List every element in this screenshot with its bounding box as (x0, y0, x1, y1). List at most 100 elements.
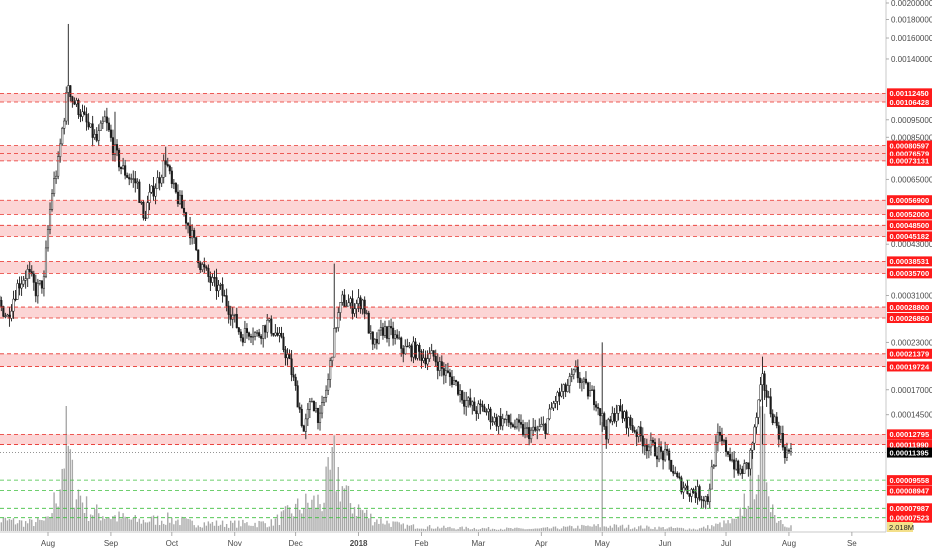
candle-body (639, 426, 642, 437)
price-tick-label: 0.00017000 (891, 386, 932, 395)
volume-bar (700, 527, 703, 531)
candle-body (329, 360, 332, 380)
support-label: 0.00009558 (890, 476, 930, 485)
candle-body (209, 276, 212, 283)
volume-bar (518, 528, 520, 531)
volume-bar (508, 527, 510, 531)
candle-body (314, 407, 318, 412)
volume-bar (731, 518, 733, 531)
volume-bar (209, 523, 212, 531)
resistance-label: 0.00076579 (890, 149, 930, 158)
volume-bar (335, 491, 337, 531)
volume-bar (199, 526, 201, 531)
volume-bar (246, 522, 248, 531)
candle-body (584, 378, 588, 384)
candle-body (300, 408, 303, 427)
volume-bar (759, 406, 762, 531)
candle-body (140, 201, 143, 204)
candle-body (302, 425, 305, 432)
candle-body (310, 401, 313, 403)
volume-bar (189, 519, 191, 531)
volume-bar (75, 499, 78, 531)
resistance-label-badge (887, 348, 932, 359)
candle-body (193, 230, 196, 238)
volume-bar (12, 518, 15, 531)
candle-body (217, 285, 220, 292)
candle-body (4, 315, 7, 318)
resistance-band (0, 145, 886, 154)
volume-bar (396, 521, 398, 531)
volume-bar (136, 521, 139, 531)
volume-bar (276, 514, 279, 531)
candle-body (617, 405, 620, 414)
volume-bar (402, 523, 404, 531)
volume-bar (709, 528, 711, 531)
volume-bar (522, 528, 524, 531)
candle-body (570, 374, 573, 377)
volume-bar (355, 516, 358, 531)
candle-body (312, 401, 315, 412)
candle-body (528, 427, 531, 440)
candle-body (404, 345, 407, 355)
volume-bar (416, 528, 419, 531)
volume-bar (152, 515, 155, 531)
volume-bar (424, 529, 427, 531)
resistance-label-badge (887, 256, 932, 267)
candle-body (184, 212, 188, 224)
volume-bar (104, 518, 106, 531)
volume-bar (242, 519, 244, 531)
candle-body (130, 178, 133, 180)
candle-body (501, 418, 504, 427)
volume-bar (138, 518, 141, 531)
candle-body (524, 427, 527, 435)
resistance-label-badge (887, 88, 932, 99)
candle-body (170, 170, 173, 184)
price-tick-label: 0.00031000 (891, 292, 932, 301)
volume-bar (87, 521, 90, 531)
volume-bar (737, 516, 739, 531)
volume-bar (61, 468, 63, 531)
volume-bar (343, 488, 346, 531)
volume-bar (175, 520, 177, 531)
resistance-band (0, 434, 886, 445)
volume-bar (321, 511, 323, 531)
volume-bar (85, 496, 88, 531)
candle-body (325, 389, 328, 398)
volume-bar (633, 527, 636, 531)
candle-body (42, 275, 45, 289)
candle-body (489, 408, 492, 423)
volume-bar (280, 511, 283, 531)
volume-bar (347, 485, 350, 531)
candle-body (264, 325, 267, 333)
volume-bar (483, 528, 486, 531)
candle-body (282, 336, 285, 350)
volume-bar (39, 519, 41, 531)
price-tick-label: 0.00085000 (891, 133, 932, 142)
resistance-label-badge (887, 429, 932, 440)
volume-bar (14, 524, 17, 531)
candle-body (729, 454, 732, 461)
volume-bar (73, 507, 76, 531)
volume-bar (615, 524, 618, 531)
volume-bar (264, 523, 266, 531)
volume-bar (755, 494, 758, 531)
candle-body (347, 302, 350, 307)
volume-bar (784, 526, 786, 531)
candle-body (105, 116, 108, 124)
candle-body (676, 472, 679, 477)
candle-body (785, 449, 788, 458)
volume-bar (110, 519, 112, 531)
resistance-label-badge (887, 439, 932, 450)
volume-bar (471, 529, 473, 531)
candle-body (710, 466, 713, 490)
volume-bar (258, 520, 260, 531)
volume-bar (81, 502, 84, 531)
candle-body (270, 318, 273, 334)
volume-bar (386, 520, 388, 531)
volume-bar (278, 524, 281, 531)
candle-body (588, 390, 592, 397)
candle-body (207, 267, 210, 277)
volume-bar (93, 509, 96, 531)
candle-body (499, 416, 502, 427)
volume-bar (404, 528, 406, 531)
